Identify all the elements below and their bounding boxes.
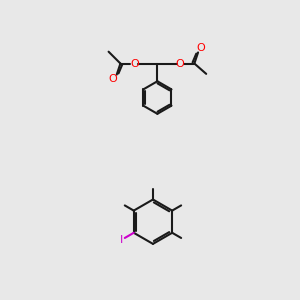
Text: I: I bbox=[120, 235, 123, 245]
Text: O: O bbox=[109, 74, 117, 84]
Text: O: O bbox=[197, 43, 206, 53]
Text: O: O bbox=[130, 58, 139, 68]
Text: O: O bbox=[176, 58, 184, 68]
